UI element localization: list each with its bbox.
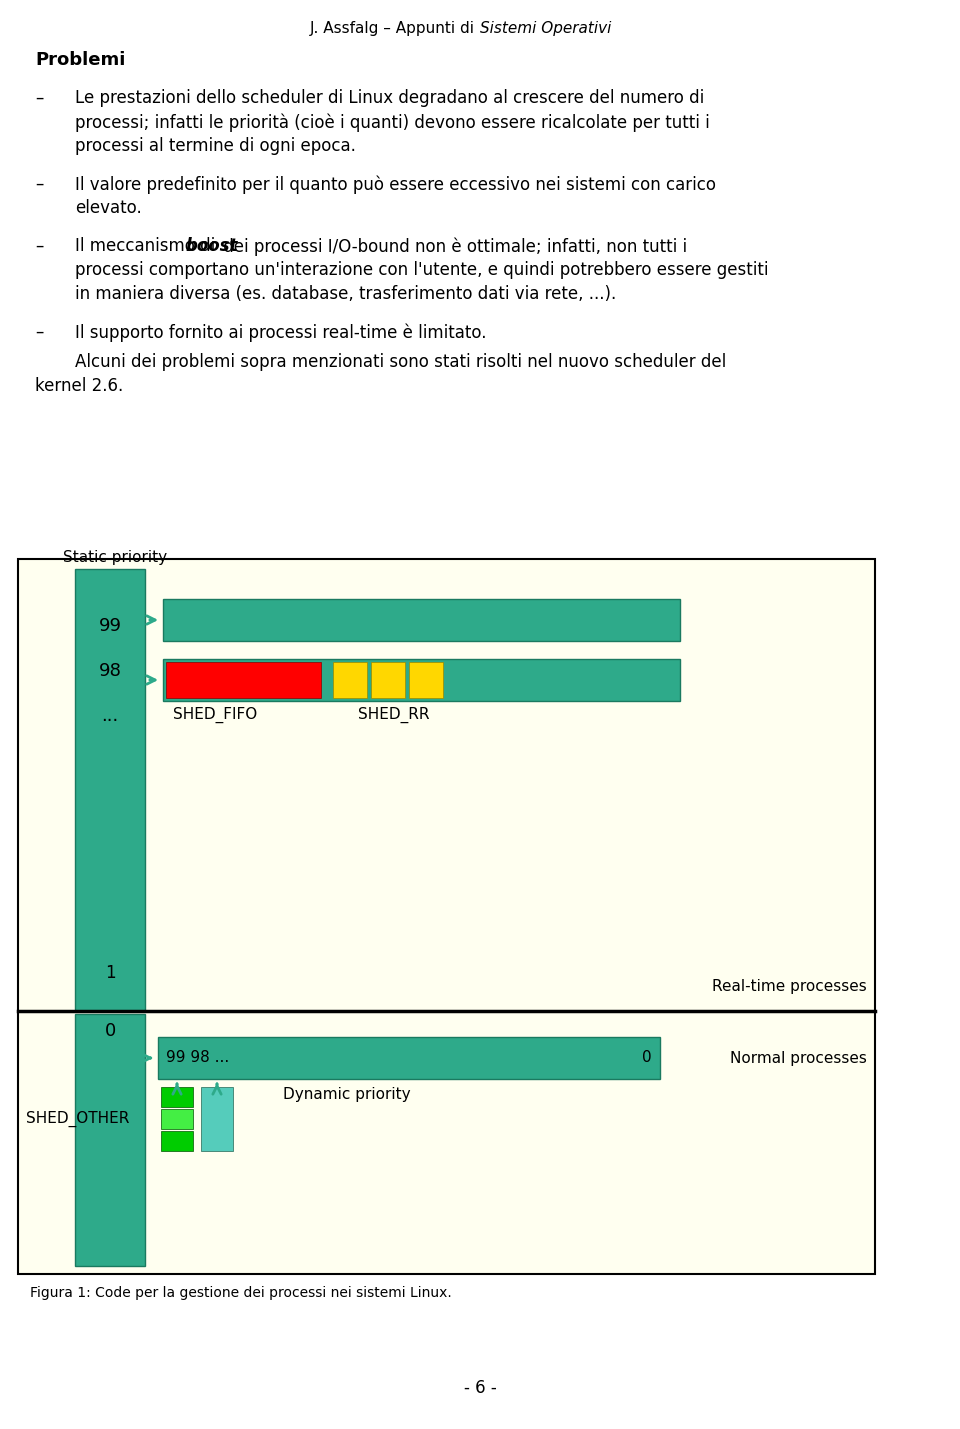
Text: Il meccanismo di: Il meccanismo di xyxy=(75,237,221,254)
Text: –: – xyxy=(35,323,43,342)
Text: 99 98 ...: 99 98 ... xyxy=(166,1050,229,1066)
Text: SHED_FIFO: SHED_FIFO xyxy=(173,707,257,723)
Text: Il supporto fornito ai processi real-time è limitato.: Il supporto fornito ai processi real-tim… xyxy=(75,323,487,342)
Text: SHED_RR: SHED_RR xyxy=(358,707,429,723)
Text: Le prestazioni dello scheduler di Linux degradano al crescere del numero di: Le prestazioni dello scheduler di Linux … xyxy=(75,89,705,107)
Bar xyxy=(75,1015,145,1266)
Bar xyxy=(333,662,367,697)
Bar xyxy=(371,662,405,697)
Text: elevato.: elevato. xyxy=(75,199,142,217)
Text: 0: 0 xyxy=(105,1022,115,1040)
Bar xyxy=(75,569,145,1010)
Text: processi comportano un'interazione con l'utente, e quindi potrebbero essere gest: processi comportano un'interazione con l… xyxy=(75,262,769,279)
Text: Normal processes: Normal processes xyxy=(731,1050,867,1066)
Text: –: – xyxy=(35,89,43,107)
Text: - 6 -: - 6 - xyxy=(464,1379,496,1398)
Text: –: – xyxy=(35,174,43,193)
Text: processi al termine di ogni epoca.: processi al termine di ogni epoca. xyxy=(75,137,356,154)
Text: dei processi I/O-bound non è ottimale; infatti, non tutti i: dei processi I/O-bound non è ottimale; i… xyxy=(219,237,687,256)
Text: 99: 99 xyxy=(99,617,122,634)
Text: Figura 1: Code per la gestione dei processi nei sistemi Linux.: Figura 1: Code per la gestione dei proce… xyxy=(30,1286,452,1300)
Text: Static priority: Static priority xyxy=(63,550,167,564)
Bar xyxy=(161,1087,193,1107)
Text: Il valore predefinito per il quanto può essere eccessivo nei sistemi con carico: Il valore predefinito per il quanto può … xyxy=(75,174,716,193)
Bar xyxy=(161,1109,193,1129)
Text: Dynamic priority: Dynamic priority xyxy=(283,1087,411,1102)
Text: in maniera diversa (es. database, trasferimento dati via rete, ...).: in maniera diversa (es. database, trasfe… xyxy=(75,284,616,303)
Text: ...: ... xyxy=(102,707,119,725)
Bar xyxy=(166,662,321,697)
Text: 1: 1 xyxy=(105,965,115,982)
Text: SHED_OTHER: SHED_OTHER xyxy=(26,1110,130,1127)
Text: Problemi: Problemi xyxy=(35,51,126,69)
Text: Real-time processes: Real-time processes xyxy=(712,979,867,993)
Bar xyxy=(201,1087,233,1150)
Text: 0: 0 xyxy=(642,1050,652,1066)
Text: Sistemi Operativi: Sistemi Operativi xyxy=(480,21,612,36)
Text: Alcuni dei problemi sopra menzionati sono stati risolti nel nuovo scheduler del: Alcuni dei problemi sopra menzionati son… xyxy=(75,353,727,372)
Text: processi; infatti le priorità (cioè i quanti) devono essere ricalcolate per tutt: processi; infatti le priorità (cioè i qu… xyxy=(75,113,709,131)
Bar xyxy=(163,659,680,702)
Text: J. Assfalg – Appunti di: J. Assfalg – Appunti di xyxy=(310,21,480,36)
Bar xyxy=(409,662,443,697)
Text: 98: 98 xyxy=(99,662,121,680)
Text: boost: boost xyxy=(186,237,238,254)
Bar xyxy=(161,1130,193,1150)
Text: kernel 2.6.: kernel 2.6. xyxy=(35,377,123,394)
Text: –: – xyxy=(35,237,43,254)
Bar xyxy=(18,559,875,1275)
Bar xyxy=(158,1037,660,1079)
Bar xyxy=(163,599,680,642)
